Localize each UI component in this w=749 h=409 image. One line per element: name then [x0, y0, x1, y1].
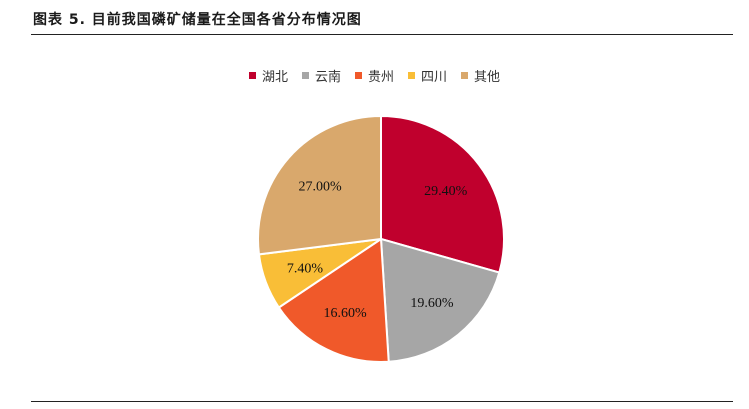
figure-title: 图表 5. 目前我国磷矿储量在全国各省分布情况图: [33, 12, 362, 28]
legend-swatch: [248, 72, 256, 79]
pie-slice-云南: [379, 237, 501, 363]
legend-label: 贵州: [367, 70, 394, 85]
legend-item: 云南: [301, 66, 341, 85]
legend-label: 云南: [314, 70, 341, 85]
pie-value-label: 19.60%: [410, 296, 454, 311]
legend-swatch: [461, 72, 469, 79]
legend-item: 其他: [461, 66, 500, 85]
top-divider: [31, 34, 733, 35]
legend-swatch: [301, 72, 309, 79]
legend-label: 四川: [421, 70, 448, 85]
pie-value-label: 16.60%: [323, 306, 367, 321]
pie-value-label: 7.40%: [287, 261, 324, 276]
pie-slice-其他: [257, 114, 382, 256]
pie-slice-贵州: [277, 237, 390, 363]
chart-legend: 湖北 云南 贵州 四川 其他: [0, 66, 749, 85]
pie-value-label: 27.00%: [299, 179, 343, 194]
pie-value-label: 29.40%: [424, 184, 468, 199]
legend-item: 湖北: [248, 66, 288, 85]
legend-item: 四川: [408, 66, 447, 85]
legend-swatch: [408, 72, 415, 79]
legend-swatch: [354, 72, 362, 79]
bottom-divider: [31, 401, 733, 402]
pie-slice-湖北: [380, 114, 505, 274]
legend-label: 其他: [474, 70, 501, 85]
legend-label: 湖北: [261, 70, 288, 85]
legend-item: 贵州: [354, 66, 394, 85]
